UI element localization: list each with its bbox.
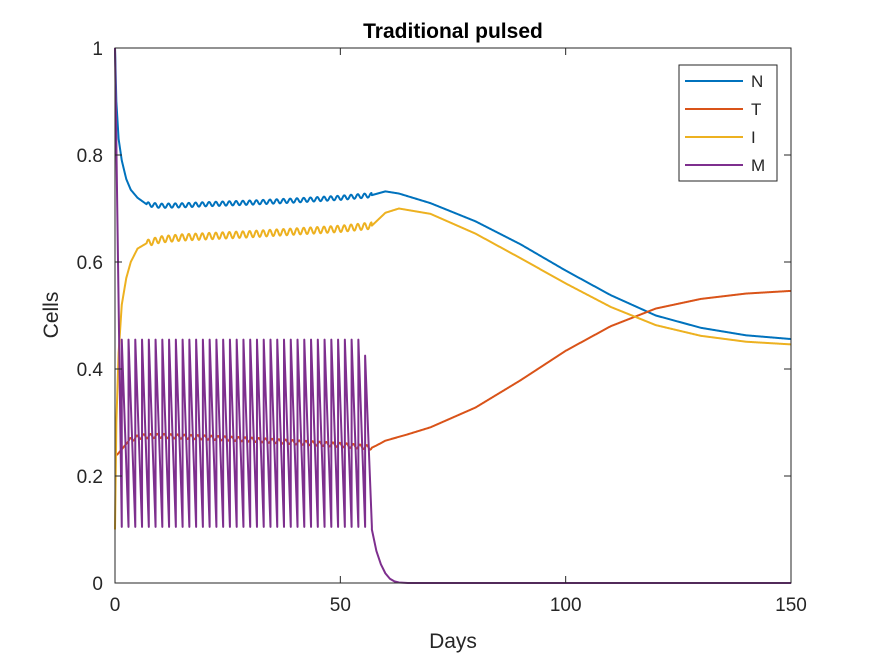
chart-title: Traditional pulsed (363, 20, 543, 43)
legend-label-T: T (751, 100, 761, 119)
series-line-N (114, 47, 792, 341)
x-tick-label: 50 (330, 595, 351, 616)
y-tick-label: 1 (92, 39, 103, 60)
y-tick-label: 0 (92, 574, 103, 595)
series-line-M (114, 47, 791, 584)
series-layer (114, 47, 792, 584)
y-tick-label: 0.8 (77, 146, 103, 167)
x-tick-label: 100 (550, 595, 582, 616)
axes-box (114, 47, 792, 584)
series-line-I (114, 207, 792, 530)
y-tick-label: 0.2 (77, 467, 103, 488)
legend-label-N: N (751, 72, 763, 91)
y-tick-label: 0.4 (77, 360, 104, 381)
legend-label-I: I (751, 128, 756, 147)
y-axis: 0 0.2 0.4 0.6 0.8 1 (77, 39, 791, 595)
y-tick-label: 0.6 (77, 253, 103, 274)
x-axis: 0 50 100 150 (110, 48, 807, 616)
x-tick-label: 150 (775, 595, 807, 616)
y-axis-label: Cells (40, 292, 63, 339)
legend-label-M: M (751, 156, 765, 175)
x-axis-label: Days (429, 630, 477, 653)
legend-box (678, 64, 778, 182)
x-tick-label: 0 (110, 595, 121, 616)
